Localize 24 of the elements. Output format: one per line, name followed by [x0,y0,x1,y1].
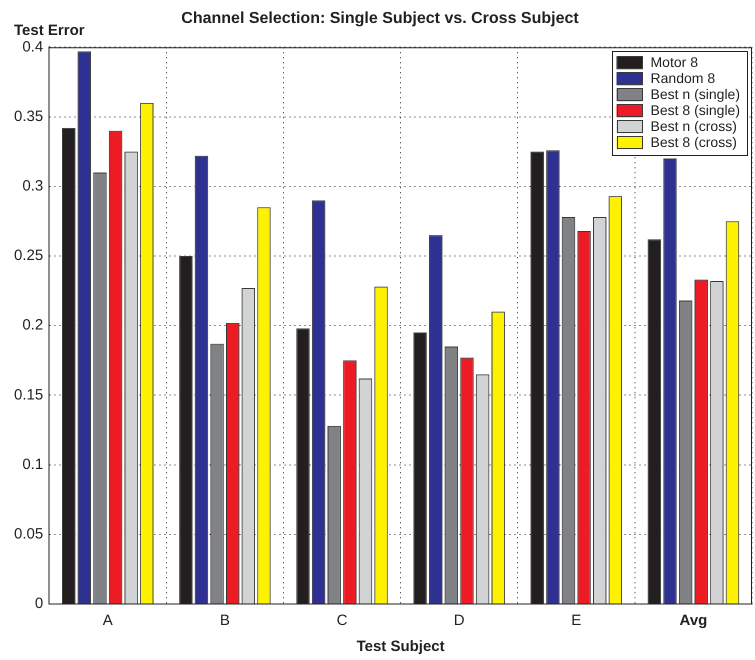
y-axis-title: Test Error [14,22,85,39]
legend-label: Best n (cross) [650,118,737,134]
legend-label: Motor 8 [650,54,698,70]
y-tick-label: 0.15 [14,386,44,404]
y-tick-label: 0 [34,595,44,612]
x-tick-label: A [102,612,113,630]
x-tick-label: C [336,612,348,630]
x-tick-label: B [220,612,230,630]
y-tick-label: 0.4 [22,38,44,56]
y-tick-label: 0.25 [14,247,44,264]
legend-label: Random 8 [650,70,716,86]
legend-label: Best 8 (single) [650,102,740,118]
x-tick-label: E [571,612,582,630]
y-tick-label: 0.3 [22,178,44,195]
legend-label: Best n (single) [650,86,740,102]
chart-title: Channel Selection: Single Subject vs. Cross Subject [181,10,580,28]
legend-label: Best 8 (cross) [650,134,737,150]
x-axis-title: Test Subject [356,638,445,656]
y-tick-label: 0.05 [14,526,44,543]
y-tick-label: 0.1 [22,456,44,473]
x-tick-label: Avg [680,612,708,630]
y-tick-label: 0.35 [14,108,44,125]
y-tick-label: 0.2 [22,316,44,334]
x-tick-label: D [454,612,465,630]
